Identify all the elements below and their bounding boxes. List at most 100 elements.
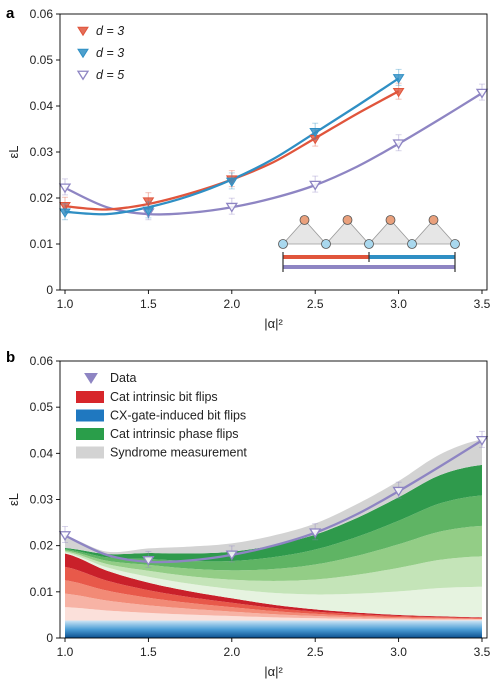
legend-label: Cat intrinsic bit flips bbox=[110, 390, 218, 404]
y-tick-label: 0.02 bbox=[30, 539, 54, 553]
y-tick-label: 0.05 bbox=[30, 400, 54, 414]
y-tick-label: 0.01 bbox=[30, 585, 54, 599]
y-tick-label: 0.04 bbox=[30, 99, 54, 113]
data-point bbox=[392, 139, 405, 150]
data-point bbox=[225, 177, 238, 188]
data-point bbox=[309, 528, 322, 539]
area-syndrome-measurement bbox=[65, 439, 482, 555]
inset-ancilla-qubit bbox=[321, 239, 331, 249]
area-cx-gate-bit-flips bbox=[65, 620, 482, 638]
legend-label: CX-gate-induced bit flips bbox=[110, 409, 246, 423]
area-band-1-1 bbox=[65, 593, 482, 620]
legend-marker bbox=[77, 26, 89, 37]
legend-swatch bbox=[76, 391, 104, 403]
inset-data-qubit bbox=[342, 215, 353, 225]
panel-b-legend: Data Cat intrinsic bit flips CX-gate-induc… bbox=[76, 371, 247, 460]
inset-ancilla-qubit bbox=[407, 239, 417, 249]
panel-a-inset-diagram bbox=[278, 215, 460, 272]
x-axis-label: |α|² bbox=[264, 664, 283, 679]
data-point bbox=[392, 486, 405, 497]
data-point bbox=[58, 183, 72, 194]
x-tick-label: 1.5 bbox=[140, 297, 157, 311]
panel-a: a 1.0 1.5 2.0 2.5 3.0 3.5 0 0.01 0.02 0.03 0.04 0.0… bbox=[6, 5, 491, 331]
inset-data-qubit bbox=[299, 215, 310, 225]
data-point bbox=[392, 74, 405, 84]
area-band-2-4 bbox=[65, 464, 482, 562]
data-point bbox=[225, 550, 238, 561]
panel-b-letter: b bbox=[6, 349, 15, 366]
legend-label: Syndrome measurement bbox=[110, 446, 247, 460]
legend-marker bbox=[76, 70, 90, 81]
panel-a-plot-area bbox=[58, 68, 489, 221]
data-point bbox=[142, 556, 155, 566]
panel-b: b 1.0 1.5 2.0 2.5 3.0 3.5 0 0.01 0.02 0.03 0.04 0.0… bbox=[6, 349, 491, 679]
legend-label: d = 5 bbox=[96, 68, 124, 82]
area-band-2-3 bbox=[65, 495, 482, 571]
x-tick-label: 3.5 bbox=[474, 645, 491, 659]
legend-swatch bbox=[76, 409, 104, 422]
y-tick-label: 0.05 bbox=[30, 53, 54, 67]
legend-label: d = 3 bbox=[96, 46, 124, 60]
legend-marker-data bbox=[84, 373, 98, 385]
x-tick-label: 1.0 bbox=[57, 645, 74, 659]
area-band-2-1 bbox=[65, 551, 482, 595]
area-band-1-4 bbox=[65, 553, 482, 618]
inset-data-qubit bbox=[385, 215, 396, 225]
y-tick-label: 0.06 bbox=[30, 7, 54, 21]
data-point bbox=[58, 531, 72, 541]
data-point bbox=[225, 202, 238, 213]
inset-triangle bbox=[282, 219, 327, 245]
area-band-2-2 bbox=[65, 525, 482, 581]
data-point bbox=[59, 202, 71, 212]
fit-line-0 bbox=[64, 90, 400, 211]
y-tick-label: 0.04 bbox=[30, 446, 54, 460]
x-axis-label: |α|² bbox=[264, 316, 283, 331]
data-point bbox=[142, 206, 155, 217]
legend-label-data: Data bbox=[110, 371, 136, 385]
x-tick-label: 2.5 bbox=[307, 645, 324, 659]
panel-a-legend: d = 3 d = 3 d = 5 bbox=[76, 24, 124, 82]
y-tick-label: 0.03 bbox=[30, 145, 54, 159]
data-point bbox=[309, 127, 322, 138]
legend-swatch bbox=[76, 446, 104, 459]
x-tick-label: 2.5 bbox=[307, 297, 324, 311]
inset-bar-blue bbox=[369, 255, 455, 259]
x-tick-label: 2.0 bbox=[223, 645, 240, 659]
y-tick-label: 0 bbox=[46, 631, 53, 645]
fit-line-1 bbox=[64, 77, 400, 216]
data-point bbox=[309, 180, 322, 191]
inset-bar-red bbox=[283, 255, 369, 259]
y-axis-label: εL bbox=[6, 145, 21, 158]
legend-swatch bbox=[76, 428, 104, 440]
inset-ancilla-qubit bbox=[278, 239, 288, 249]
x-tick-label: 2.0 bbox=[223, 297, 240, 311]
inset-triangle bbox=[325, 219, 370, 245]
legend-label: d = 3 bbox=[96, 24, 124, 38]
x-tick-label: 3.0 bbox=[390, 645, 407, 659]
y-tick-label: 0 bbox=[46, 283, 53, 297]
data-point bbox=[59, 208, 71, 218]
y-tick-label: 0.02 bbox=[30, 191, 54, 205]
data-point bbox=[475, 436, 489, 446]
panel-b-axes: 1.0 1.5 2.0 2.5 3.0 3.5 0 0.01 0.02 0.03 0.04 0.05 0… bbox=[6, 354, 491, 679]
legend-label: Cat intrinsic phase flips bbox=[110, 427, 239, 441]
y-tick-label: 0.03 bbox=[30, 493, 54, 507]
inset-ancilla-qubit bbox=[450, 239, 460, 249]
inset-data-qubit bbox=[428, 215, 439, 225]
legend-marker bbox=[77, 48, 89, 59]
area-band-1-3 bbox=[65, 566, 482, 619]
area-band-1-0 bbox=[65, 607, 482, 621]
x-tick-label: 3.5 bbox=[474, 297, 491, 311]
panel-a-letter: a bbox=[6, 5, 15, 22]
y-tick-label: 0.01 bbox=[30, 237, 54, 251]
area-band-1-2 bbox=[65, 580, 482, 620]
data-point bbox=[142, 197, 155, 207]
x-tick-label: 3.0 bbox=[390, 297, 407, 311]
inset-ancilla-qubit bbox=[364, 239, 374, 249]
y-axis-label: εL bbox=[6, 493, 21, 506]
data-point bbox=[475, 88, 489, 99]
data-point bbox=[392, 87, 405, 98]
panel-b-plot-area bbox=[58, 430, 489, 638]
x-tick-label: 1.5 bbox=[140, 645, 157, 659]
